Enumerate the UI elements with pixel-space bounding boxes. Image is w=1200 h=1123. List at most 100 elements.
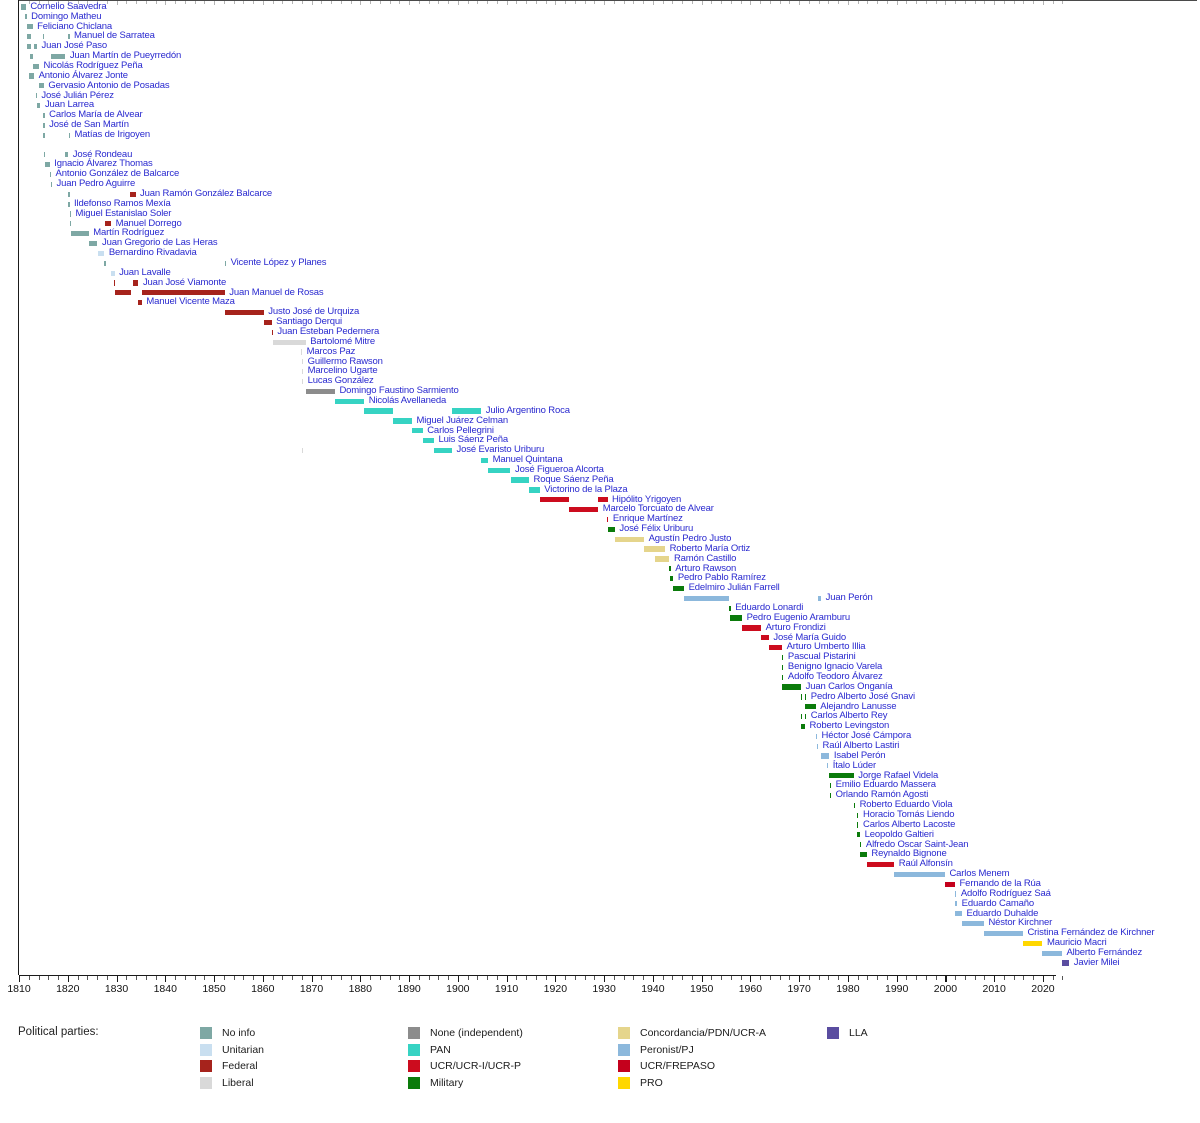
person-label: Raúl Alfonsín [898,858,953,870]
x-minor-tick [623,976,625,980]
person-label: Benigno Ignacio Varela [787,661,883,673]
x-minor-tick [857,976,859,980]
x-axis-year-label: 1990 [884,983,909,995]
x-axis-year-label: 1920 [543,983,568,995]
legend-label-peronist: Peronist/PJ [640,1043,694,1056]
x-minor-tick [1023,976,1025,980]
term-bar [20,4,26,10]
x-minor-tick [955,976,957,980]
term-bar [569,507,599,513]
top-minor-tick [301,1,303,4]
person-label: Juan Martín de Pueyrredón [69,50,182,62]
top-minor-tick [145,1,147,4]
person-label: Ítalo Lúder [832,759,876,771]
top-minor-tick [243,1,245,4]
term-tick [955,891,957,897]
x-major-tick [262,976,264,982]
term-bar [742,625,762,631]
legend-swatch-military [408,1076,420,1089]
term-bar [263,319,272,325]
term-bar [451,408,482,414]
term-bar [88,240,98,247]
x-minor-tick [350,976,352,980]
top-minor-tick [467,1,469,4]
x-axis-year-label: 1960 [738,983,763,995]
top-minor-tick [214,1,216,6]
term-bar [71,231,89,237]
term-tick [607,516,609,523]
term-bar [111,270,115,276]
x-minor-tick [682,976,684,980]
x-axis-year-label: 1970 [787,983,811,995]
person-label: Eduardo Lonardi [735,602,804,614]
term-bar [805,704,816,710]
person-label: Miguel Juárez Celman [416,414,509,426]
person-label: José Julián Pérez [41,89,114,101]
legend-swatch-ucr [408,1060,420,1072]
top-minor-tick [682,1,684,4]
x-minor-tick [877,976,879,980]
term-tick [301,369,304,375]
top-minor-tick [233,1,235,4]
x-minor-tick [379,976,381,980]
term-tick [805,694,807,700]
x-axis-year-label: 1890 [397,983,421,995]
person-label: Carlos Pellegrini [427,424,494,436]
person-label: Pascual Pistarini [787,651,856,663]
x-minor-tick [77,976,79,980]
person-label: Pedro Alberto José Gnavi [810,690,915,702]
x-major-tick [1042,976,1045,982]
top-minor-tick [370,1,372,4]
term-bar [433,447,452,454]
x-minor-tick [496,976,498,980]
x-minor-tick [106,976,108,980]
x-minor-tick [243,976,245,980]
top-minor-tick [1052,1,1054,4]
person-label: Marcelino Ugarte [307,365,378,377]
top-minor-tick [87,1,89,4]
term-bar [539,497,569,503]
person-label: Juan José Viamonte [142,276,227,288]
legend-label-noinfo: No info [222,1027,256,1039]
term-bar [669,576,674,582]
person-label: Javier Milei [1073,956,1120,968]
top-minor-tick [389,1,391,4]
x-minor-tick [184,976,186,980]
person-label: Ramón Castillo [673,552,737,564]
person-label: Ignacio Álvarez Thomas [54,158,153,170]
person-label: Victorino de la Plaza [544,483,628,495]
person-label: Raúl Alberto Lastiri [822,740,900,751]
top-minor-tick [38,1,40,4]
x-axis-year-label: 1980 [836,983,860,995]
person-label: Vicente López y Planes [230,257,327,269]
top-minor-tick [1013,1,1015,4]
x-minor-tick [730,976,732,980]
term-bar [38,83,44,89]
top-minor-tick [428,1,430,4]
x-minor-tick [867,976,869,980]
x-minor-tick [643,976,645,980]
top-minor-tick [262,1,264,6]
term-bar [334,398,365,404]
person-label: Hipólito Yrigoyen [612,493,682,505]
term-tick [49,171,52,178]
top-minor-tick [399,1,401,4]
x-minor-tick [272,976,274,980]
term-bar [510,477,530,483]
top-minor-tick [535,1,537,4]
top-minor-tick [906,1,908,4]
x-minor-tick [145,976,147,980]
top-minor-tick [594,1,596,4]
person-label: Enrique Martínez [612,513,683,525]
term-bar [64,152,69,158]
person-label: Santiago Derqui [276,316,342,328]
term-bar [829,773,854,779]
term-bar [817,595,822,601]
top-minor-tick [272,1,274,4]
top-minor-tick [565,1,567,4]
x-axis-year-label: 1810 [7,983,31,995]
term-tick [801,714,803,720]
term-tick [729,605,731,611]
top-minor-tick [838,1,840,4]
top-minor-tick [633,1,635,4]
